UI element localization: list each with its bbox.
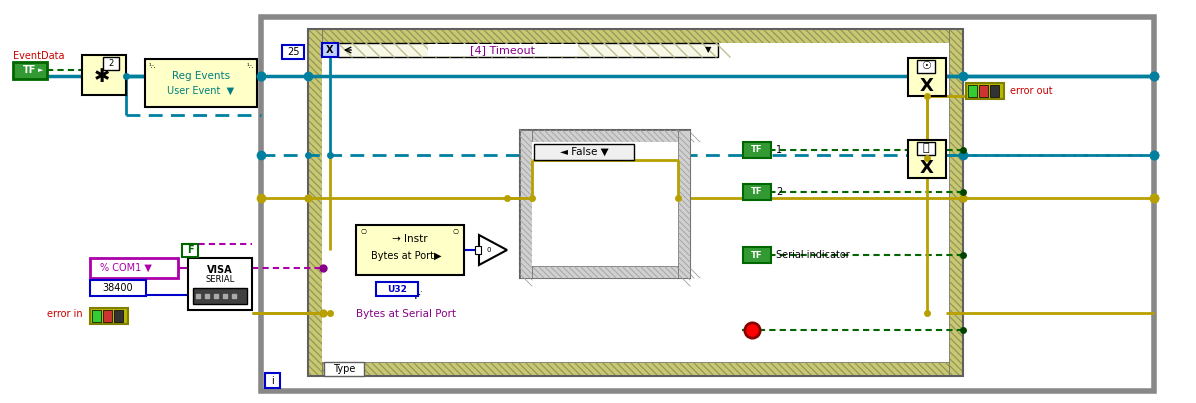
Text: Reg Events: Reg Events <box>172 71 230 81</box>
Text: ⎔: ⎔ <box>361 229 367 235</box>
Text: ◄ False ▼: ◄ False ▼ <box>560 147 609 157</box>
Bar <box>678 130 690 278</box>
Text: ►: ► <box>38 67 44 73</box>
Text: ✱: ✱ <box>93 67 110 87</box>
Bar <box>309 29 322 376</box>
Bar <box>743 184 771 200</box>
Bar <box>520 130 532 278</box>
Text: Type: Type <box>332 364 355 374</box>
Bar <box>90 280 146 296</box>
Text: Serial indicator: Serial indicator <box>776 250 849 260</box>
Text: VISA: VISA <box>207 265 233 275</box>
Text: F: F <box>187 245 194 255</box>
Text: EventData: EventData <box>13 51 65 61</box>
Bar <box>145 59 257 107</box>
Bar <box>103 57 118 70</box>
Bar <box>309 362 963 376</box>
Bar <box>917 142 935 155</box>
Text: [4] Timeout: [4] Timeout <box>470 45 536 55</box>
Text: 1: 1 <box>776 145 782 155</box>
Text: error in: error in <box>47 309 83 319</box>
Bar <box>322 43 948 362</box>
Bar <box>475 246 481 254</box>
Bar <box>908 58 946 96</box>
Bar <box>282 45 304 59</box>
Bar <box>338 43 718 57</box>
Text: TF: TF <box>751 145 763 154</box>
Text: +: + <box>409 288 421 302</box>
Text: TF: TF <box>23 65 37 75</box>
Text: TF: TF <box>751 251 763 260</box>
Text: ¹∴: ¹∴ <box>148 64 155 70</box>
Bar <box>532 142 678 266</box>
Text: Bytes at Serial Port: Bytes at Serial Port <box>356 309 456 319</box>
Bar <box>266 373 280 388</box>
Bar <box>13 62 47 79</box>
Bar <box>520 130 690 278</box>
Bar <box>193 288 248 304</box>
Bar <box>520 130 690 142</box>
Bar <box>322 43 948 362</box>
Bar <box>428 44 578 56</box>
Text: X: X <box>920 77 934 95</box>
Bar <box>309 29 963 376</box>
Text: 2: 2 <box>776 187 782 197</box>
Bar <box>743 142 771 158</box>
Bar <box>114 310 123 322</box>
Text: ⓘ: ⓘ <box>922 143 929 153</box>
Text: ·: · <box>419 289 421 297</box>
Text: 0: 0 <box>487 247 492 253</box>
Bar <box>968 85 977 97</box>
Bar <box>92 310 100 322</box>
Bar <box>966 83 1003 99</box>
Bar <box>533 144 634 160</box>
Bar <box>917 60 935 73</box>
Text: → Instr: → Instr <box>392 234 428 244</box>
Text: 2: 2 <box>109 58 114 67</box>
Text: User Event  ▼: User Event ▼ <box>167 86 234 96</box>
Bar <box>261 17 1154 391</box>
Text: X: X <box>327 45 334 55</box>
Text: SERIAL: SERIAL <box>206 276 234 285</box>
Bar <box>83 55 126 95</box>
Bar <box>90 258 178 278</box>
Text: Bytes at Port▶: Bytes at Port▶ <box>371 251 441 261</box>
Bar <box>103 310 112 322</box>
Bar <box>188 258 252 310</box>
Text: error out: error out <box>1009 86 1052 96</box>
Text: TF: TF <box>751 187 763 197</box>
Bar <box>520 266 690 278</box>
Bar <box>980 85 988 97</box>
Text: 38400: 38400 <box>103 283 133 293</box>
Text: 25: 25 <box>287 47 299 57</box>
Text: X: X <box>920 159 934 177</box>
Bar <box>356 225 464 275</box>
Bar <box>908 140 946 178</box>
Bar <box>322 43 338 57</box>
Polygon shape <box>480 235 507 265</box>
Bar <box>309 29 963 43</box>
Bar <box>376 282 417 296</box>
Bar <box>182 244 199 257</box>
Text: % COM1 ▼: % COM1 ▼ <box>100 263 152 273</box>
Bar <box>948 29 963 376</box>
Bar <box>743 247 771 263</box>
Text: U32: U32 <box>388 285 407 293</box>
Bar <box>324 362 364 376</box>
Bar <box>990 85 999 97</box>
Text: ▼: ▼ <box>704 46 712 54</box>
Text: ¹∴: ¹∴ <box>246 64 254 70</box>
Text: ☉: ☉ <box>921 61 930 71</box>
Text: i: i <box>270 376 274 386</box>
Bar <box>90 308 128 324</box>
Text: ⎔: ⎔ <box>453 229 459 235</box>
